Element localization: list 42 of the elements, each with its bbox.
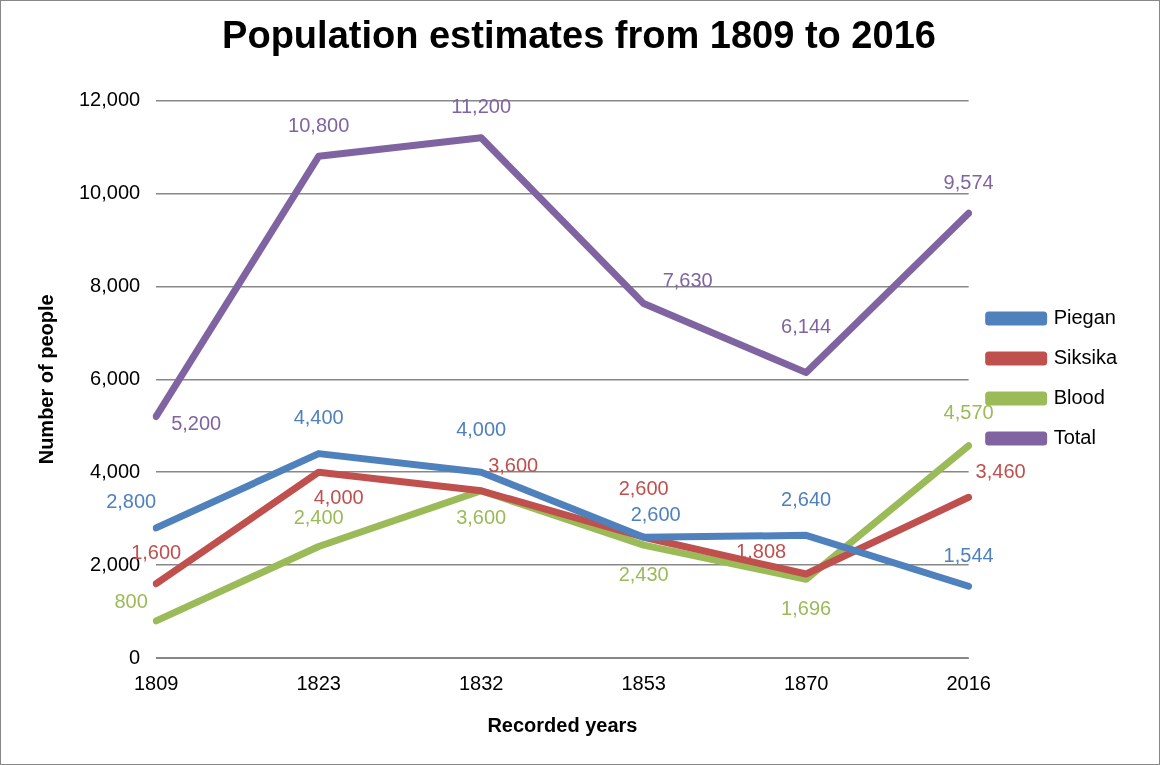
x-tick-label: 1823 [296,671,341,694]
data-label: 4,000 [313,485,364,508]
data-label: 2,600 [630,502,681,525]
data-label: 4,000 [456,417,507,440]
data-label: 1,696 [781,596,832,619]
y-tick-label: 4,000 [90,459,141,482]
data-label: 3,460 [975,459,1026,482]
x-tick-label: 1832 [458,671,504,694]
y-axis-title: Number of people [34,294,57,465]
data-label: 1,808 [736,539,787,562]
x-tick-label: 1870 [783,671,829,694]
legend-label: Blood [1053,386,1105,409]
legend-label: Piegan [1053,306,1116,329]
x-tick-label: 2016 [946,671,991,694]
y-tick-label: 10,000 [79,181,141,204]
y-tick-label: 12,000 [79,88,141,111]
x-axis-title: Recorded years [487,713,638,736]
y-tick-label: 6,000 [90,366,141,389]
data-label: 2,600 [618,476,669,499]
data-label: 2,800 [106,490,157,513]
legend-label: Siksika [1053,346,1118,369]
chart-title: Population estimates from 1809 to 2016 [222,14,936,57]
data-label: 3,600 [488,454,539,477]
data-label: 4,400 [293,406,344,429]
y-tick-label: 8,000 [90,273,141,296]
y-tick-label: 0 [129,645,141,668]
data-label: 10,800 [288,113,350,136]
data-label: 9,574 [943,170,994,193]
data-label: 5,200 [171,411,222,434]
data-label: 2,400 [293,506,344,529]
data-label: 2,430 [618,562,669,585]
data-label: 7,630 [662,269,713,292]
data-label: 3,600 [456,506,507,529]
data-label: 800 [114,590,148,613]
data-label: 11,200 [451,95,512,118]
x-tick-label: 1809 [133,671,179,694]
data-label: 2,640 [781,487,832,510]
data-label: 6,144 [781,315,832,338]
data-label: 4,570 [943,401,994,424]
x-tick-label: 1853 [621,671,666,694]
data-label: 1,544 [943,543,994,566]
legend-label: Total [1053,426,1096,449]
